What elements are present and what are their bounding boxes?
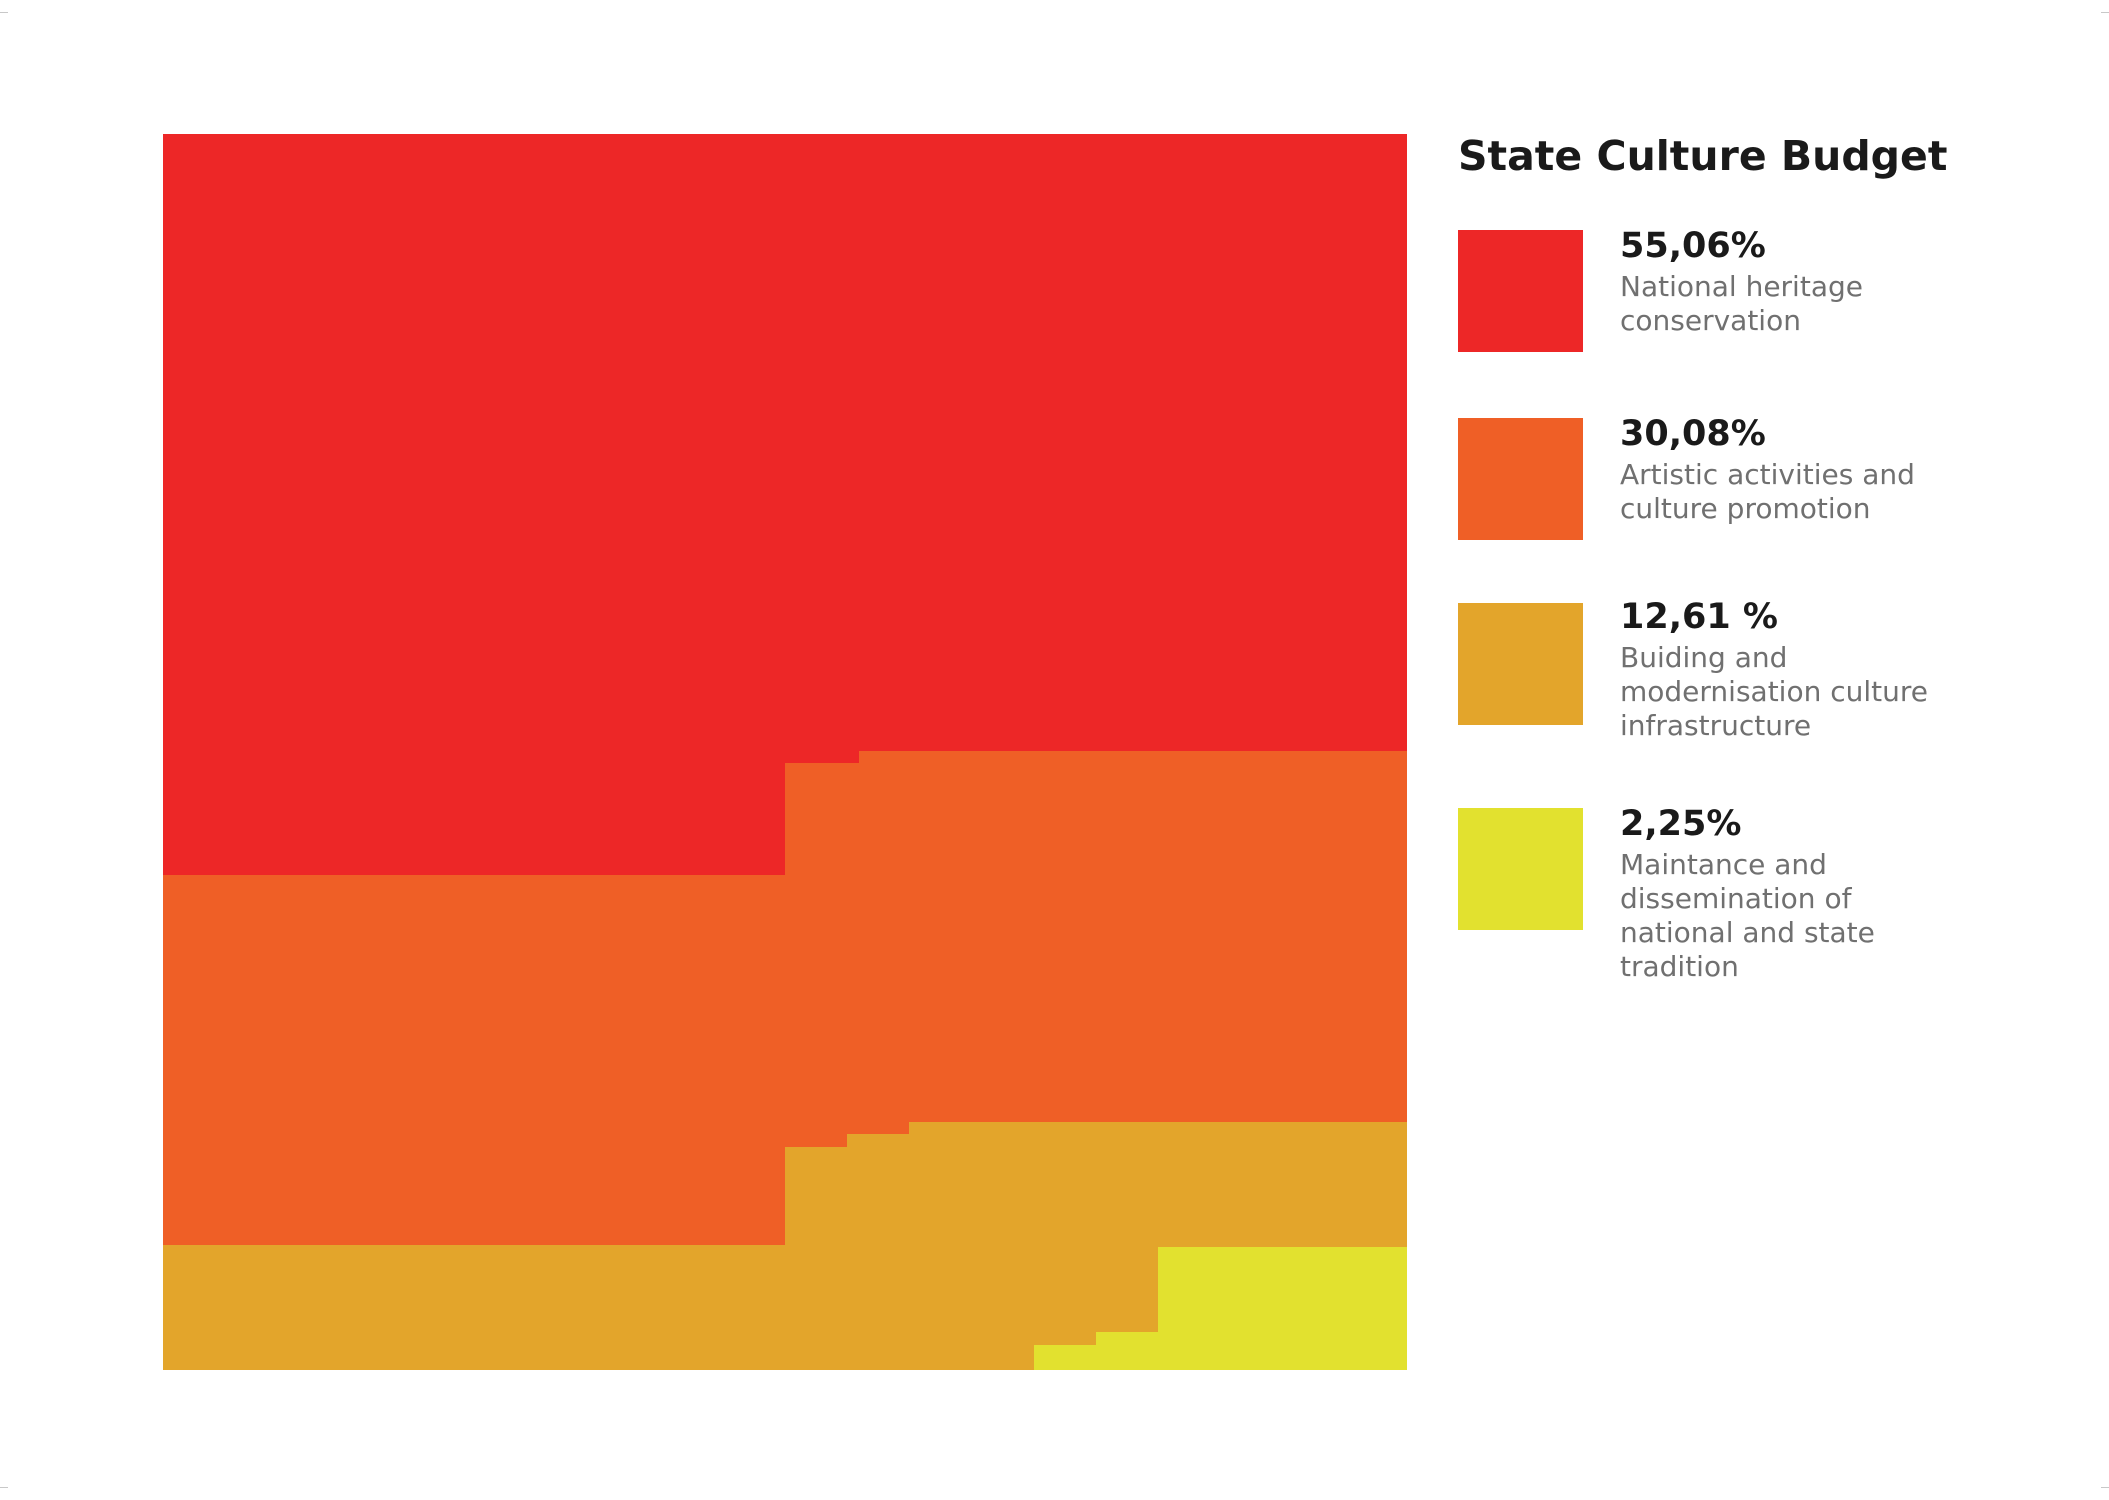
area-band-artistic bbox=[163, 751, 1407, 1245]
crop-mark-top-right bbox=[2101, 12, 2109, 27]
legend-swatch-heritage bbox=[1458, 230, 1583, 352]
area-band-tradition bbox=[1034, 1247, 1407, 1370]
area-band-heritage bbox=[163, 134, 1407, 875]
legend-value-tradition: 2,25% bbox=[1620, 804, 1742, 844]
legend-value-heritage: 55,06% bbox=[1620, 226, 1766, 266]
crop-mark-top-left bbox=[0, 12, 8, 27]
legend-swatch-tradition bbox=[1458, 808, 1583, 930]
chart-title: State Culture Budget bbox=[1458, 132, 1948, 180]
legend-label-infrastructure-line-3: infrastructure bbox=[1620, 709, 1812, 742]
legend-label-infrastructure-line-1: Buiding and bbox=[1620, 641, 1788, 674]
legend-label-heritage-line-1: National heritage bbox=[1620, 270, 1863, 303]
legend-label-artistic-line-1: Artistic activities and bbox=[1620, 458, 1915, 491]
legend-swatch-infrastructure bbox=[1458, 603, 1583, 725]
legend: State Culture Budget 55,06% National her… bbox=[1458, 126, 2078, 983]
legend-label-artistic-line-2: culture promotion bbox=[1620, 492, 1871, 525]
legend-swatch-artistic bbox=[1458, 418, 1583, 540]
legend-value-infrastructure: 12,61 % bbox=[1620, 597, 1778, 637]
crop-mark-bottom-right bbox=[2101, 1473, 2109, 1488]
crop-mark-bottom-left bbox=[0, 1473, 8, 1488]
legend-label-heritage-line-2: conservation bbox=[1620, 304, 1801, 337]
legend-label-infrastructure-line-2: modernisation culture bbox=[1620, 675, 1928, 708]
legend-label-tradition-line-3: national and state bbox=[1620, 916, 1875, 949]
area-band-infrastructure bbox=[163, 1122, 1407, 1370]
legend-label-tradition-line-4: tradition bbox=[1620, 950, 1739, 983]
legend-label-tradition-line-2: dissemination of bbox=[1620, 882, 1852, 915]
legend-value-artistic: 30,08% bbox=[1620, 414, 1766, 454]
legend-label-tradition-line-1: Maintance and bbox=[1620, 848, 1827, 881]
